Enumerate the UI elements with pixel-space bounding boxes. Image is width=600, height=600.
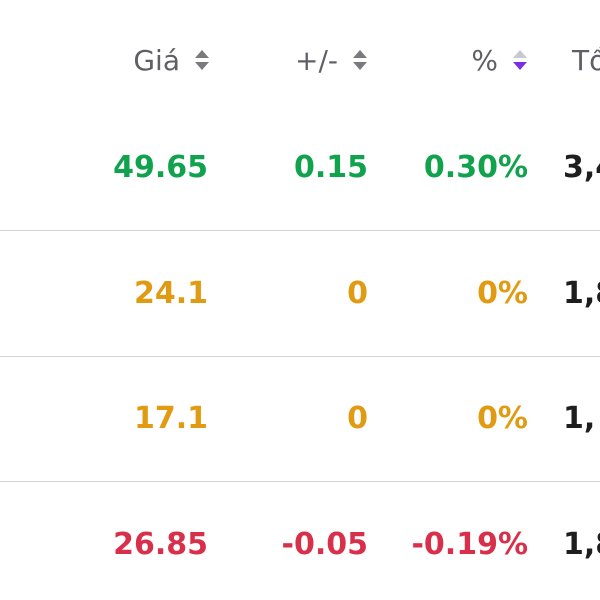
column-header-change[interactable]: +/- — [295, 38, 368, 82]
column-header-percent[interactable]: % — [471, 38, 528, 82]
table-row[interactable]: 17.1 0 0% 1, — [0, 356, 600, 482]
header-label: Giá — [133, 43, 180, 77]
cell-percent: 0.30% — [423, 150, 528, 185]
column-header-total[interactable]: Tổ — [572, 38, 600, 82]
cell-total: 1, — [563, 401, 596, 436]
table-row[interactable]: 26.85 -0.05 -0.19% 1,8 — [0, 482, 600, 600]
cell-percent: 0% — [477, 401, 528, 436]
cell-price: 17.1 — [133, 401, 208, 436]
cell-price: 24.1 — [133, 275, 208, 311]
cell-total: 1,8 — [563, 526, 600, 562]
column-header-price[interactable]: Giá — [133, 38, 210, 82]
cell-price: 26.85 — [113, 526, 208, 562]
cell-percent: -0.19% — [411, 526, 528, 562]
cell-percent: 0% — [477, 275, 528, 311]
cell-change: 0 — [347, 401, 368, 436]
cell-price: 49.65 — [113, 150, 208, 185]
cell-total: 3,4 — [563, 150, 600, 185]
header-label: +/- — [295, 43, 338, 77]
cell-change: 0.15 — [293, 150, 368, 185]
table-row[interactable]: 49.65 0.15 0.30% 3,4 — [0, 105, 600, 231]
cell-total: 1,8 — [563, 275, 600, 311]
cell-change: 0 — [347, 275, 368, 311]
cell-change: -0.05 — [281, 526, 368, 562]
header-label: % — [471, 43, 498, 77]
sort-icon[interactable] — [194, 49, 210, 71]
table-row[interactable]: 24.1 0 0% 1,8 — [0, 231, 600, 357]
header-label: Tổ — [572, 43, 600, 77]
sort-desc-icon[interactable] — [512, 49, 528, 71]
sort-icon[interactable] — [352, 49, 368, 71]
